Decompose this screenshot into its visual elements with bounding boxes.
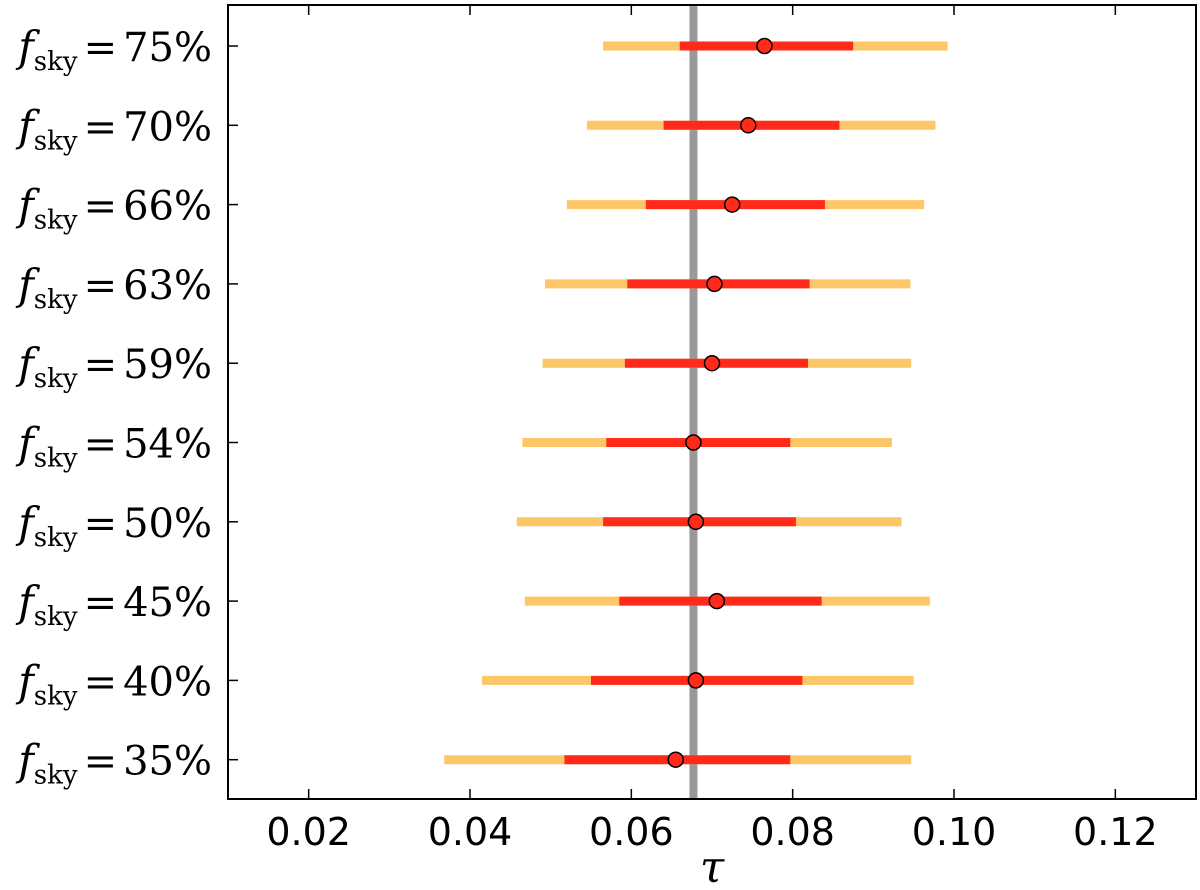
label-equals: = [84,739,118,785]
x-tick-label: 0.02 [266,810,351,854]
central-value-marker [708,592,726,610]
label-equals: = [84,184,118,230]
axes-layer: 0.02 0.04 0.06 0.08 0.10 0.12 [227,4,1197,854]
label-value: 54% [123,422,212,468]
label-equals: = [84,263,118,309]
category-label: fsky = 70% [15,101,212,156]
category-label: fsky = 75% [15,22,212,77]
errorbar-row [516,513,902,531]
central-value-marker [687,672,705,689]
label-subscript: sky [34,364,78,394]
label-subscript: sky [34,602,78,632]
label-value: 45% [123,580,212,626]
x-tick-label: 0.06 [589,810,674,854]
label-value: 63% [123,263,212,309]
label-equals: = [84,501,118,547]
errorbar-row [603,37,948,55]
category-label: fsky = 40% [15,656,212,711]
label-value: 35% [123,739,212,785]
central-value-marker [706,275,723,293]
central-value-marker [685,434,702,451]
label-subscript: sky [34,523,78,553]
label-equals: = [84,580,118,626]
category-label: fsky = 50% [15,498,212,553]
central-value-marker [740,117,757,134]
error-bars-layer [444,37,948,768]
label-value: 70% [123,104,212,150]
label-equals: = [84,422,118,468]
category-label: fsky = 54% [15,419,212,474]
label-value: 59% [123,342,212,388]
category-label: fsky = 59% [15,339,212,394]
category-labels-layer: fsky = 75% fsky = 70% fsky = 66% fsky = 63% fsky = 59%… [15,22,212,791]
central-value-marker [687,513,705,531]
label-value: 66% [123,184,212,230]
errorbar-row [566,196,925,213]
x-tick-label: 0.04 [428,810,513,854]
label-equals: = [84,25,118,71]
label-equals: = [84,342,118,388]
errorbar-row [542,354,912,372]
errorbar-row [524,592,930,610]
label-value: 75% [123,25,212,71]
label-subscript: sky [34,47,78,77]
central-value-marker [667,751,684,768]
errorbar-row [522,434,892,451]
central-value-marker [723,196,741,213]
label-subscript: sky [34,126,78,156]
label-value: 50% [123,501,212,547]
category-label: fsky = 35% [15,736,212,791]
plot-frame [227,4,1197,800]
central-value-marker [756,37,773,55]
label-subscript: sky [34,681,78,711]
label-subscript: sky [34,285,78,315]
errorbar-row [444,751,912,768]
label-value: 40% [123,659,212,705]
x-tick-label: 0.12 [1073,810,1158,854]
label-subscript: sky [34,761,78,791]
errorbar-row [586,117,936,134]
central-value-marker [703,354,721,372]
x-tick-label: 0.08 [750,810,835,854]
category-label: fsky = 63% [15,260,212,315]
label-equals: = [84,104,118,150]
label-equals: = [84,659,118,705]
category-label: fsky = 45% [15,577,212,632]
label-subscript: sky [34,206,78,236]
category-label: fsky = 66% [15,181,212,236]
label-subscript: sky [34,444,78,474]
errorbar-row [545,275,911,293]
errorbar-row [482,672,914,689]
x-tick-label: 0.10 [912,810,997,854]
x-axis-label: τ [700,842,725,890]
